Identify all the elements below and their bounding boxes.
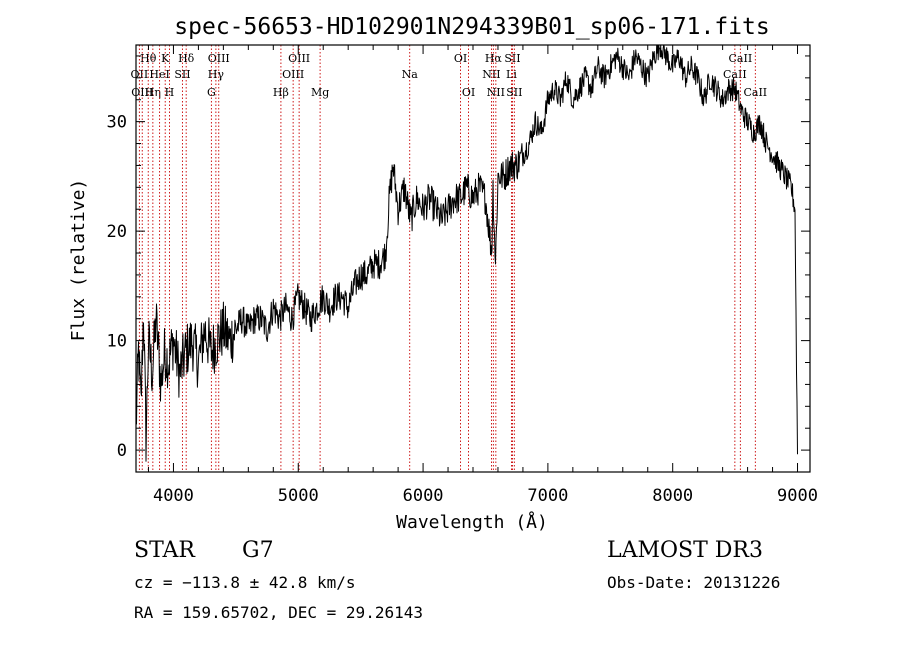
line-marker-label-22: Li <box>506 68 517 81</box>
line-marker-label-13: OIII <box>282 68 304 81</box>
line-marker-label-14: OIII <box>288 52 310 65</box>
line-marker-label-0: Hθ <box>140 52 157 65</box>
line-marker-label-21: NII <box>487 86 505 99</box>
line-marker-label-12: Hβ <box>273 86 289 99</box>
line-marker-label-4: HeI <box>149 68 169 81</box>
y-tick-label: 0 <box>117 441 127 461</box>
x-tick-label: 8000 <box>652 486 693 506</box>
line-marker-label-26: CaII <box>729 52 753 65</box>
line-marker-label-1: OII <box>131 68 149 81</box>
y-tick-label: 20 <box>107 222 127 242</box>
line-marker-label-15: Mg <box>311 86 329 99</box>
y-axis-label: Flux (relative) <box>68 179 89 342</box>
line-marker-label-17: OI <box>454 52 467 65</box>
line-marker-label-6: H <box>165 86 175 99</box>
line-marker-label-3: Hη <box>145 86 161 99</box>
spectrum-series-line <box>135 44 798 462</box>
coordinates-text: RA = 159.65702, DEC = 29.26143 <box>134 603 423 622</box>
x-tick-label: 5000 <box>278 486 319 506</box>
line-marker-label-27: CaII <box>743 86 767 99</box>
obs-date: Obs-Date: 20131226 <box>607 573 781 592</box>
class-label: STAR <box>134 538 195 563</box>
line-marker-label-7: SII <box>174 68 190 81</box>
x-tick-label: 9000 <box>777 486 818 506</box>
plot-frame <box>135 44 811 473</box>
line-marker-label-8: Hδ <box>178 52 195 65</box>
line-marker-label-16: Na <box>402 68 419 81</box>
line-marker-label-20: Hα <box>485 52 503 65</box>
x-axis-label: Wavelength (Å) <box>396 511 548 533</box>
subclass-label: G7 <box>242 538 274 563</box>
axes-layer: 4000 5000 6000 7000 8000 9000 0 10 20 30 <box>107 45 818 506</box>
line-marker-label-24: SII <box>506 86 522 99</box>
y-tick-label: 10 <box>107 332 127 352</box>
line-marker-label-19: NII <box>482 68 500 81</box>
x-tick-label: 6000 <box>403 486 444 506</box>
line-marker-label-2: OIII <box>131 86 153 99</box>
chart-title: spec-56653-HD102901N294339B01_sp06-171.f… <box>174 14 769 40</box>
line-marker-label-9: OIII <box>208 52 230 65</box>
x-tick-label: 4000 <box>153 486 194 506</box>
survey-label: LAMOST DR3 <box>607 538 763 563</box>
line-marker-label-5: K <box>161 52 170 65</box>
line-marker-label-18: OI <box>462 86 475 99</box>
line-marker-label-25: CaII <box>723 68 747 81</box>
y-tick-label: 30 <box>107 113 127 133</box>
line-marker-label-23: SII <box>504 52 520 65</box>
line-marker-label-11: G <box>207 86 216 99</box>
spectrum-layer <box>135 44 798 462</box>
line-marker-label-10: Hγ <box>208 68 225 81</box>
redshift-text: cz = −113.8 ± 42.8 km/s <box>134 573 356 592</box>
x-tick-label: 7000 <box>527 486 568 506</box>
